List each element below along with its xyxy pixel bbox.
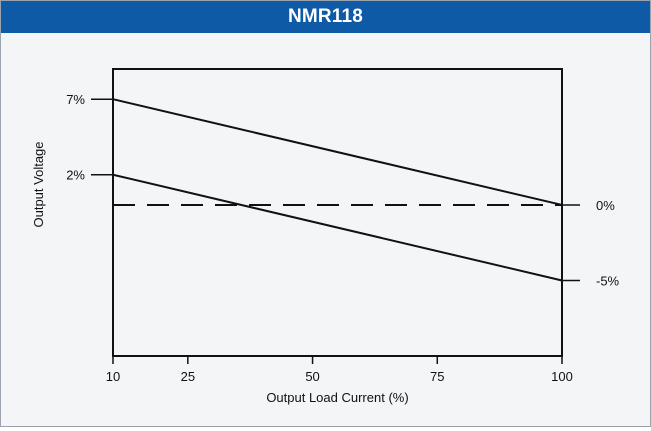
x-tick-label-100: 100: [551, 369, 573, 384]
y-axis-label: Output Voltage: [31, 141, 46, 227]
chart-header: NMR118: [1, 1, 650, 33]
chart-area: 10 25 50 75 100 7% 2% 0% -5% Output Load Current …: [1, 33, 650, 426]
left-y-tick-label: 7%: [66, 92, 85, 107]
x-tick-label-25: 25: [181, 369, 195, 384]
right-y-tick-label: -5%: [596, 273, 620, 288]
series-line-1: [112, 98, 563, 206]
line-chart: 10 25 50 75 100 7% 2% 0% -5% Output Load Current …: [31, 68, 620, 405]
series-line-2: [112, 173, 563, 282]
x-axis-label: Output Load Current (%): [266, 390, 408, 405]
right-y-tick-label: 0%: [596, 198, 615, 213]
x-tick-label-75: 75: [430, 369, 444, 384]
chart-title: NMR118: [287, 6, 364, 27]
x-tick-label-50: 50: [305, 369, 319, 384]
x-tick-label-10: 10: [106, 369, 120, 384]
left-y-tick-label: 2%: [66, 168, 85, 183]
plot-frame: [112, 68, 563, 357]
